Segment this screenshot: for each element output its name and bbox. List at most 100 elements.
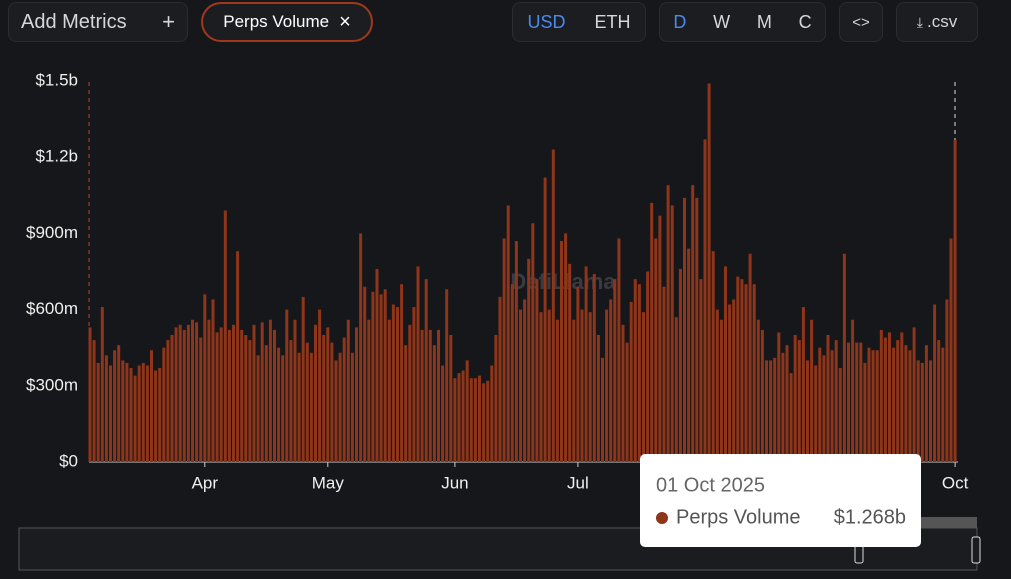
bar [445, 289, 449, 462]
bar [896, 340, 900, 462]
bar [748, 253, 752, 462]
bar [883, 337, 887, 462]
bar [191, 319, 194, 462]
bar [170, 335, 174, 462]
bar [789, 373, 793, 462]
bar [740, 279, 744, 462]
close[interactable]: × [339, 10, 351, 33]
bar [125, 362, 129, 462]
bar [469, 378, 473, 462]
bar [141, 362, 145, 462]
bar [113, 350, 117, 462]
legend-dot [656, 512, 668, 524]
bar [264, 345, 268, 462]
bar [707, 83, 711, 462]
bar [154, 370, 158, 462]
bar [502, 238, 506, 462]
option[interactable]: W [713, 11, 731, 32]
add-metrics-button[interactable]: Add Metrics + [8, 2, 188, 42]
option[interactable]: D [673, 11, 687, 32]
bar [293, 319, 297, 462]
bar [662, 286, 666, 462]
bar [724, 266, 727, 462]
bar [465, 360, 469, 462]
y-tick-label: $1.5b [35, 70, 78, 89]
bar [96, 362, 100, 462]
bar [182, 329, 186, 462]
option[interactable]: C [798, 11, 812, 32]
option[interactable]: M [756, 11, 772, 32]
bar [490, 365, 494, 462]
bar [625, 342, 629, 462]
bar [301, 296, 305, 462]
bar [104, 355, 108, 462]
option[interactable]: ETH [594, 11, 631, 32]
bar [260, 322, 264, 462]
bar [92, 340, 96, 462]
bar [371, 291, 375, 462]
tooltip-value: $1.268b [834, 506, 906, 528]
bar [539, 312, 543, 462]
bar [178, 324, 182, 462]
y-tick-label: $900m [26, 223, 78, 242]
bar [478, 375, 481, 462]
bar [314, 324, 317, 462]
bar [342, 337, 346, 462]
bar [888, 332, 891, 462]
bar [150, 350, 153, 462]
bar [867, 347, 871, 462]
bar [851, 319, 855, 462]
bar [691, 185, 695, 462]
bar [117, 345, 121, 462]
bar [658, 215, 662, 462]
x-tick-label: May [312, 473, 345, 492]
bar [506, 205, 510, 462]
bar [760, 329, 764, 462]
bar [609, 299, 613, 462]
bar [277, 347, 281, 462]
bar [338, 352, 342, 462]
download-icon: ⤓ [916, 13, 923, 30]
bar [929, 360, 932, 462]
bar [396, 307, 399, 462]
bar [703, 139, 707, 463]
bar [453, 378, 457, 462]
bar [400, 284, 404, 462]
bar [637, 284, 641, 462]
bar [920, 362, 924, 462]
bar [773, 357, 777, 462]
bar [695, 197, 699, 462]
bar [879, 329, 883, 462]
bar [633, 279, 637, 462]
bar [420, 329, 424, 462]
bar [387, 319, 391, 462]
y-tick-label: $600m [26, 299, 78, 318]
option[interactable]: USD [527, 11, 566, 32]
bar [810, 319, 814, 462]
bar [350, 352, 354, 462]
bar [268, 319, 272, 462]
bar [646, 271, 650, 462]
bar [781, 352, 785, 462]
currency-toggle: USD ETH [512, 2, 646, 42]
bar [461, 370, 465, 462]
tooltip [640, 454, 921, 547]
bar [236, 251, 240, 462]
bar [908, 350, 912, 462]
bar [129, 368, 133, 462]
bar [256, 355, 260, 462]
metric-chip[interactable]: Perps Volume × [201, 2, 373, 42]
bar [937, 340, 941, 462]
bar [412, 307, 416, 462]
bar [355, 327, 358, 462]
bar [346, 319, 350, 462]
csv-button[interactable]: ⤓ .csv [896, 2, 978, 42]
bar [318, 309, 322, 462]
bar [437, 329, 440, 462]
bar [953, 139, 957, 463]
bar [215, 332, 219, 462]
embed-button[interactable]: <> [839, 2, 883, 42]
bar [830, 350, 834, 462]
brush-handle[interactable] [971, 536, 981, 564]
bar [207, 319, 211, 462]
